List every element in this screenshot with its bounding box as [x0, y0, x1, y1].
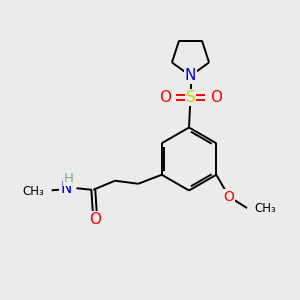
Text: O: O	[159, 90, 171, 105]
Text: O: O	[224, 190, 235, 204]
Text: H: H	[64, 172, 74, 185]
Text: CH₃: CH₃	[22, 185, 44, 198]
Text: S: S	[186, 90, 195, 105]
Text: N: N	[60, 181, 71, 196]
Text: CH₃: CH₃	[254, 202, 276, 214]
Text: O: O	[89, 212, 101, 227]
Text: O: O	[210, 90, 222, 105]
Text: N: N	[185, 68, 196, 83]
